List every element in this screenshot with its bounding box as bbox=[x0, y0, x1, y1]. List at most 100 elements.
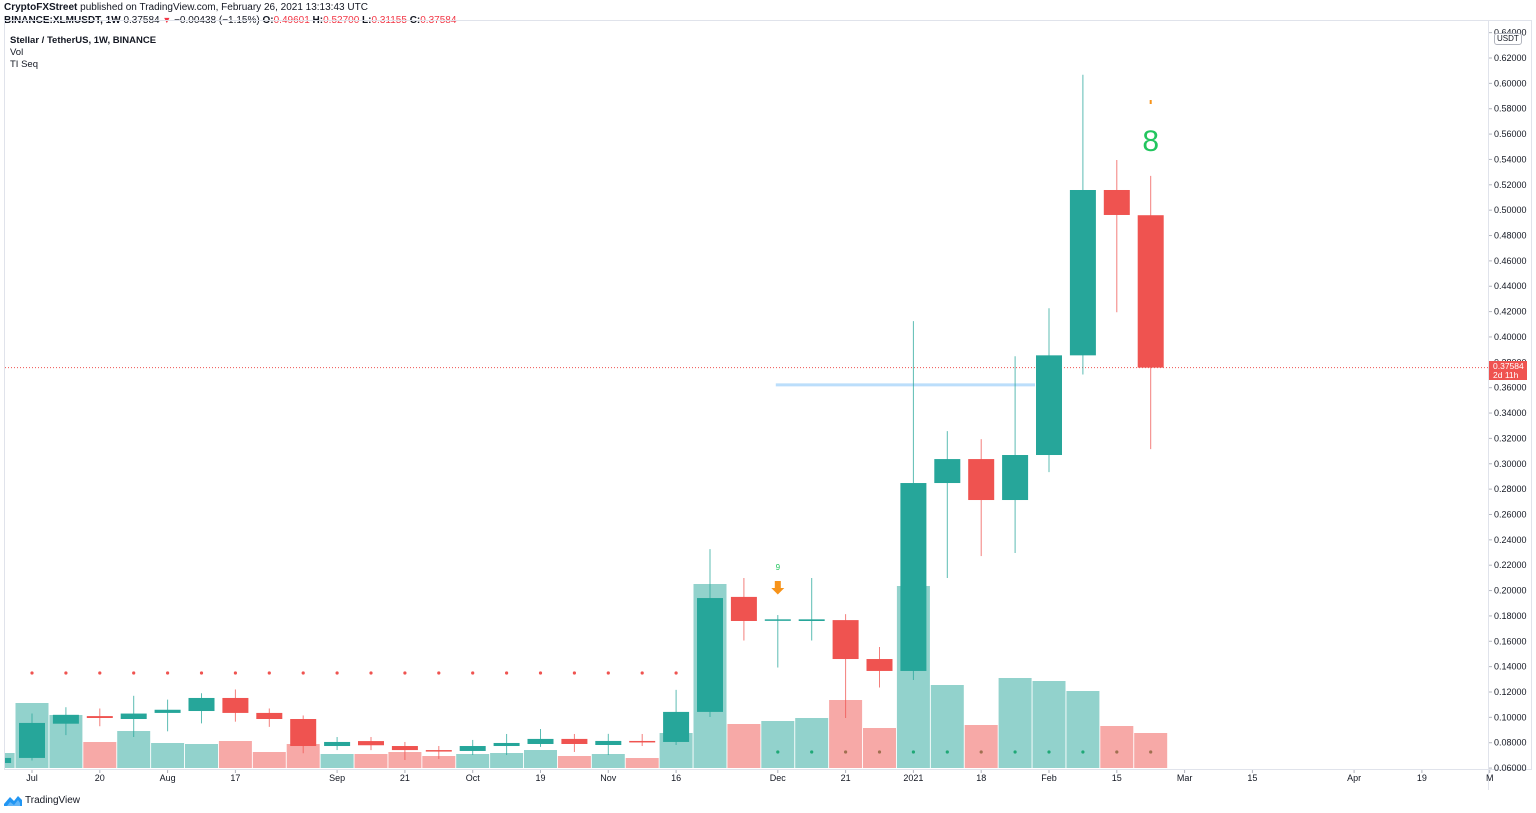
x-tick-label: Dec bbox=[770, 773, 787, 783]
candle-body[interactable] bbox=[900, 483, 927, 671]
y-tick-label: 0.14000 bbox=[1494, 662, 1527, 672]
candle-body[interactable] bbox=[1036, 355, 1062, 456]
candle-body[interactable] bbox=[764, 619, 791, 621]
x-tick-label: 16 bbox=[671, 773, 681, 783]
x-tick-label: Sep bbox=[329, 773, 345, 783]
chart-legend: Stellar / TetherUS, 1W, BINANCE Vol TI S… bbox=[10, 35, 156, 71]
brand-name: TradingView bbox=[25, 794, 81, 806]
plot-area[interactable]: 98 bbox=[0, 74, 1488, 768]
x-tick-label: 20 bbox=[95, 773, 105, 783]
candle-body[interactable] bbox=[527, 738, 554, 744]
legend-indicator[interactable]: TI Seq bbox=[10, 59, 38, 70]
candle-body[interactable] bbox=[697, 598, 723, 712]
y-tick-label: 0.54000 bbox=[1494, 154, 1527, 164]
candle-body[interactable] bbox=[256, 712, 283, 720]
candle-body[interactable] bbox=[425, 750, 452, 752]
volume-dot bbox=[1081, 750, 1085, 754]
candle-body[interactable] bbox=[798, 619, 825, 621]
td-dot bbox=[572, 671, 577, 675]
candle-body[interactable] bbox=[1103, 189, 1130, 215]
candle-body[interactable] bbox=[832, 620, 859, 660]
candle-body[interactable] bbox=[459, 746, 486, 751]
volume-dot bbox=[1047, 750, 1051, 754]
currency-badge[interactable]: USDT bbox=[1494, 33, 1522, 45]
volume-bar bbox=[524, 750, 557, 768]
y-tick-label: 0.42000 bbox=[1494, 307, 1527, 317]
td-dot bbox=[640, 671, 644, 675]
volume-dot bbox=[1013, 750, 1017, 754]
candle-body[interactable] bbox=[629, 740, 656, 743]
volume-bar bbox=[218, 741, 252, 768]
x-tick-label: M bbox=[1486, 773, 1494, 783]
volume-dot bbox=[911, 750, 916, 754]
y-tick-label: 0.50000 bbox=[1494, 205, 1527, 215]
volume-dot bbox=[877, 750, 882, 754]
volume-bar bbox=[1066, 691, 1100, 768]
x-tick-label: 17 bbox=[230, 773, 240, 783]
y-tick-label: 0.64000 bbox=[1494, 28, 1527, 38]
bar-countdown: 2d 11h bbox=[1493, 370, 1519, 380]
candle-body[interactable] bbox=[52, 714, 79, 724]
candle-body[interactable] bbox=[866, 659, 893, 671]
volume-bar bbox=[151, 743, 185, 768]
x-tick-label: 15 bbox=[1247, 773, 1257, 783]
candle-body[interactable] bbox=[493, 742, 520, 747]
candle-body[interactable] bbox=[730, 596, 757, 621]
volume-bar bbox=[252, 752, 286, 768]
volume-bar bbox=[795, 718, 829, 768]
candle-body[interactable] bbox=[595, 740, 622, 746]
candle-body[interactable] bbox=[391, 746, 418, 751]
volume-bar bbox=[422, 756, 456, 768]
x-tick-label: 2021 bbox=[903, 773, 923, 783]
candle-body[interactable] bbox=[188, 697, 215, 712]
y-tick-label: 0.24000 bbox=[1494, 535, 1527, 545]
candle-body[interactable] bbox=[0, 757, 12, 764]
x-tick-label: 19 bbox=[1417, 773, 1427, 783]
candle-body[interactable] bbox=[358, 741, 384, 746]
volume-bar bbox=[863, 728, 896, 768]
candle-body[interactable] bbox=[1002, 455, 1029, 501]
legend-title[interactable]: Stellar / TetherUS, 1W, BINANCE bbox=[10, 35, 157, 46]
candle-body[interactable] bbox=[1137, 215, 1164, 368]
small-marker bbox=[1149, 100, 1152, 104]
volume-bar bbox=[1100, 726, 1134, 768]
y-tick-label: 0.10000 bbox=[1494, 712, 1527, 722]
td-dot bbox=[538, 671, 543, 675]
x-tick-label: 19 bbox=[535, 773, 545, 783]
volume-dot bbox=[1115, 750, 1119, 754]
y-tick-label: 0.16000 bbox=[1494, 636, 1527, 646]
x-tick-label: Aug bbox=[160, 773, 176, 783]
volume-bar bbox=[185, 744, 218, 768]
volume-bar bbox=[388, 752, 422, 768]
volume-bar bbox=[998, 678, 1032, 768]
candle-body[interactable] bbox=[968, 459, 995, 501]
candle-body[interactable] bbox=[86, 716, 113, 718]
tradingview-brand[interactable]: TradingView bbox=[4, 794, 80, 806]
x-tick-label: Jul bbox=[26, 773, 38, 783]
candle-body[interactable] bbox=[663, 711, 690, 742]
td-dot bbox=[199, 671, 204, 675]
td-dot bbox=[64, 671, 68, 675]
y-tick-label: 0.32000 bbox=[1494, 433, 1527, 443]
legend-volume[interactable]: Vol bbox=[10, 47, 24, 58]
candle-body[interactable] bbox=[561, 738, 588, 744]
volume-bar bbox=[490, 753, 524, 768]
sequential-9-label: 9 bbox=[776, 563, 781, 572]
y-tick-label: 0.08000 bbox=[1494, 738, 1527, 748]
candle-body[interactable] bbox=[290, 719, 317, 747]
candle-body[interactable] bbox=[1069, 189, 1096, 356]
candle-body[interactable] bbox=[19, 722, 45, 758]
candle-body[interactable] bbox=[222, 697, 249, 713]
y-tick-label: 0.36000 bbox=[1494, 383, 1527, 393]
x-tick-label: 18 bbox=[976, 773, 986, 783]
td-dot bbox=[267, 671, 271, 675]
y-tick-label: 0.52000 bbox=[1494, 180, 1527, 190]
down-arrow-icon bbox=[771, 581, 785, 595]
x-tick-label: Apr bbox=[1347, 773, 1361, 783]
x-tick-label: 21 bbox=[841, 773, 851, 783]
candle-body[interactable] bbox=[934, 459, 961, 484]
candle-body[interactable] bbox=[154, 709, 181, 713]
candle-body[interactable] bbox=[324, 741, 351, 747]
candle-body[interactable] bbox=[120, 713, 147, 720]
